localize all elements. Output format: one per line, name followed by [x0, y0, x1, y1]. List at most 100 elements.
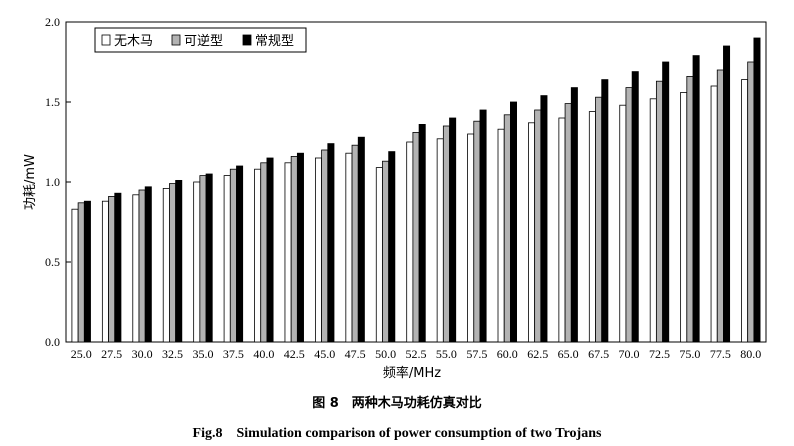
bar	[296, 152, 304, 343]
bar	[382, 160, 390, 343]
x-tick-label: 45.0	[314, 347, 335, 361]
legend-swatch	[242, 34, 252, 46]
bar	[284, 162, 292, 343]
bar	[71, 208, 79, 343]
bar	[357, 136, 365, 343]
y-axis: 0.0 0.5 1.0 1.5 2.0	[45, 15, 71, 349]
bar	[406, 141, 414, 343]
figure-caption-chinese: 图 8 两种木马功耗仿真对比	[312, 396, 482, 411]
x-tick-label: 65.0	[558, 347, 579, 361]
bar	[716, 69, 724, 343]
y-tick-label: 2.0	[45, 15, 60, 29]
bar	[619, 104, 627, 343]
legend-label: 常规型	[255, 34, 294, 49]
bar	[467, 133, 475, 343]
x-axis-label: 频率/MHz	[383, 365, 441, 381]
legend-swatch	[171, 34, 181, 46]
bar	[710, 85, 718, 343]
bar	[680, 92, 688, 343]
bar	[692, 55, 700, 343]
x-tick-label: 40.0	[253, 347, 274, 361]
bar	[314, 157, 322, 343]
bar	[564, 103, 572, 343]
y-tick-label: 1.0	[45, 175, 60, 189]
x-tick-label: 47.5	[345, 347, 366, 361]
y-axis-label: 功耗/mW	[23, 154, 38, 210]
bar	[193, 181, 201, 343]
bar	[473, 120, 481, 343]
bar	[631, 71, 639, 343]
bar	[534, 109, 542, 343]
bar	[199, 175, 207, 343]
bars	[71, 37, 761, 343]
bar	[114, 192, 122, 343]
x-tick-label: 25.0	[71, 347, 92, 361]
bar	[497, 128, 505, 343]
bar	[741, 79, 749, 343]
x-tick-label: 75.0	[679, 347, 700, 361]
x-tick-label: 27.5	[101, 347, 122, 361]
bar	[662, 61, 670, 343]
bar	[101, 200, 109, 343]
bar	[528, 122, 536, 343]
bar	[375, 167, 383, 343]
x-tick-label: 70.0	[619, 347, 640, 361]
legend-swatch	[101, 34, 111, 46]
bar	[570, 87, 578, 343]
bar	[655, 80, 663, 343]
bar	[442, 125, 450, 343]
x-tick-label: 62.5	[527, 347, 548, 361]
bar	[236, 165, 244, 343]
x-tick-label: 42.5	[284, 347, 305, 361]
bar	[169, 183, 177, 343]
x-tick-label: 55.0	[436, 347, 457, 361]
bar	[321, 149, 329, 343]
figure-caption-english: Fig.8 Simulation comparison of power con…	[192, 426, 602, 441]
x-tick-label: 72.5	[649, 347, 670, 361]
bar	[418, 124, 426, 343]
bar	[388, 151, 396, 343]
bar	[351, 144, 359, 343]
bar	[686, 76, 694, 343]
bar	[595, 96, 603, 343]
x-tick-label: 32.5	[162, 347, 183, 361]
bar	[260, 162, 268, 343]
bar	[649, 98, 657, 343]
x-tick-label: 67.5	[588, 347, 609, 361]
bar	[747, 61, 755, 343]
bar	[601, 79, 609, 343]
x-tick-label: 30.0	[132, 347, 153, 361]
bar	[223, 175, 231, 343]
bar	[77, 202, 85, 343]
x-tick-label: 57.5	[466, 347, 487, 361]
bar	[449, 117, 457, 343]
bar	[254, 168, 262, 343]
bar	[229, 168, 237, 343]
x-axis: 25.0 27.5 30.0 32.5 35.0 37.5 40.0 42.5 45.0 47.5…	[71, 338, 761, 361]
bar	[723, 45, 731, 343]
legend-box	[94, 27, 307, 53]
y-tick-label: 1.5	[45, 95, 60, 109]
bar	[479, 109, 487, 343]
x-tick-label: 50.0	[375, 347, 396, 361]
bar	[625, 87, 633, 343]
x-tick-label: 52.5	[406, 347, 427, 361]
y-tick-label: 0.0	[45, 335, 60, 349]
bar	[753, 37, 761, 343]
bar-chart: 0.0 0.5 1.0 1.5 2.0 25.0 27.5 30.0 32.5 35.0 37.5…	[23, 15, 767, 381]
bar	[266, 157, 274, 343]
bar	[327, 143, 335, 343]
x-tick-label: 35.0	[192, 347, 213, 361]
x-tick-label: 37.5	[223, 347, 244, 361]
legend-label: 可逆型	[184, 33, 223, 49]
bar	[503, 114, 511, 343]
x-tick-label: 60.0	[497, 347, 518, 361]
bar	[162, 187, 170, 343]
bar	[144, 186, 152, 343]
y-tick-label: 0.5	[45, 255, 60, 269]
x-tick-label: 80.0	[740, 347, 761, 361]
bar	[83, 200, 91, 343]
bar	[175, 179, 183, 343]
bar	[540, 95, 548, 343]
bar	[588, 111, 596, 343]
